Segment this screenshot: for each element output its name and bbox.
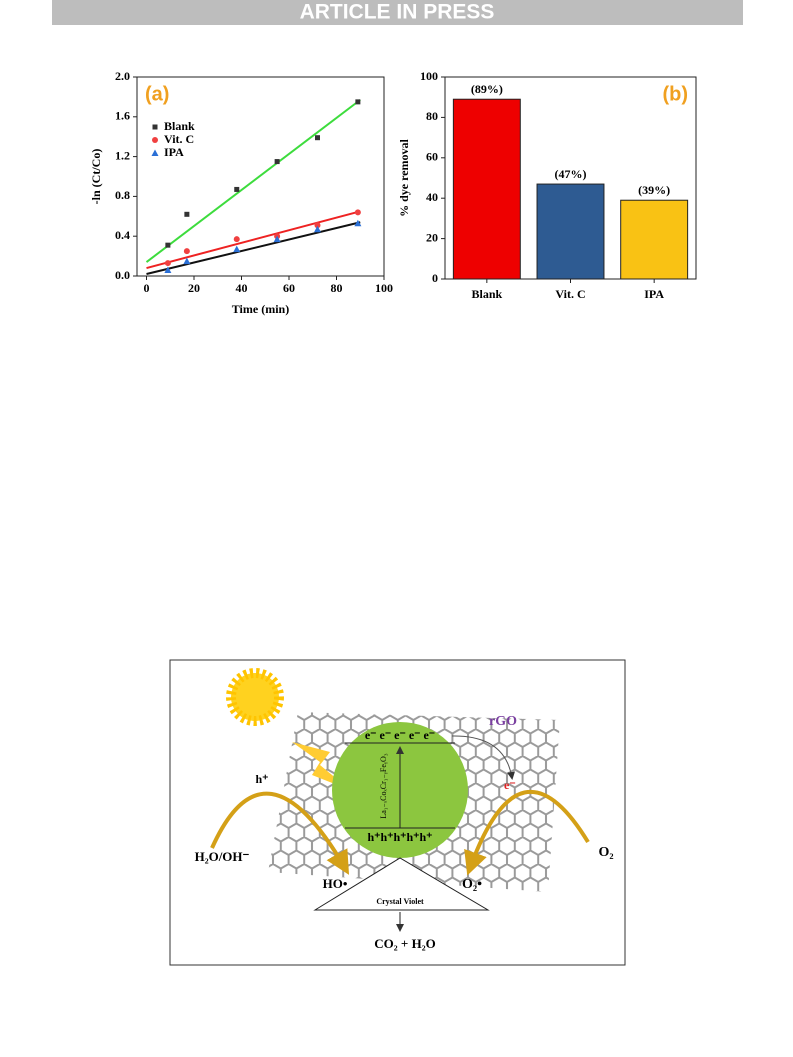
marker-circle [152, 137, 158, 143]
x-tick-label: 100 [375, 281, 393, 295]
bar [536, 183, 605, 280]
electron-out: e⁻ [504, 778, 516, 792]
electrons: e⁻ e⁻ e⁻ e⁻ e⁻ [365, 728, 435, 742]
plot-frame [136, 76, 385, 277]
x-tick-label: 80 [331, 281, 343, 295]
y-tick-label: 20 [426, 230, 438, 244]
products: CO₂ + H₂O [374, 936, 435, 951]
marker-square [152, 124, 158, 130]
marker-square [165, 242, 171, 248]
bar [452, 98, 521, 280]
marker-triangle [273, 235, 281, 243]
x-tick-label: 40 [236, 281, 248, 295]
marker-circle [233, 236, 240, 243]
panel-label: (a) [145, 83, 169, 105]
hydroxyl: HO• [323, 876, 348, 891]
y-tick-label: 60 [426, 150, 438, 164]
banner-bar [52, 0, 743, 25]
value-label: (47%) [555, 167, 587, 181]
hole-out: h⁺ [255, 772, 268, 786]
x-tick-label: IPA [644, 287, 664, 301]
panel-label: (b) [662, 83, 688, 105]
y-tick-label: 0.4 [115, 228, 130, 242]
water: H₂O/OH⁻ [195, 849, 250, 864]
dye: Crystal Violet [376, 897, 424, 906]
y-tick-label: 40 [426, 190, 438, 204]
banner: ARTICLE IN PRESS [300, 1, 495, 24]
reduction-arc [464, 789, 590, 876]
catalyst-formula: La₁₋ₓCoₓCr₁₋ᵧFeᵧO₃ [379, 753, 388, 818]
oxidation-arc [210, 791, 350, 875]
fit-line [146, 221, 361, 275]
y-tick-label: 2.0 [115, 69, 130, 83]
marker-circle [183, 248, 190, 255]
x-tick-label: Blank [471, 287, 502, 301]
marker-circle [314, 222, 321, 229]
fit-line [145, 99, 361, 263]
value-label: (89%) [471, 82, 503, 96]
oxygen: O₂ [598, 845, 613, 860]
marker-triangle [354, 219, 362, 227]
marker-circle [354, 209, 361, 216]
dye-triangle [313, 857, 490, 911]
y-axis-label: % dye removal [397, 138, 411, 216]
y-tick-label: 0 [432, 271, 438, 285]
x-axis-label: Time (min) [232, 302, 289, 316]
mechanism-diagram: e⁻ e⁻ e⁻ e⁻ e⁻ h⁺h⁺h⁺h⁺h⁺ La₁₋ₓCoₓCr₁₋ᵧF… [169, 659, 626, 966]
marker-triangle [151, 149, 159, 156]
holes: h⁺h⁺h⁺h⁺h⁺ [367, 830, 432, 844]
y-tick-label: 0.0 [115, 268, 130, 282]
legend-label: Vit. C [164, 132, 194, 146]
y-tick-label: 80 [426, 109, 438, 123]
x-tick-label: 0 [144, 281, 150, 295]
electron-transfer [451, 735, 515, 780]
marker-square [355, 99, 361, 105]
marker-triangle [164, 266, 172, 274]
x-tick-label: Vit. C [555, 287, 585, 301]
y-tick-label: 100 [420, 69, 438, 83]
bar [620, 199, 689, 280]
legend-label: IPA [164, 145, 184, 159]
y-axis-label: -ln (Ct/Co) [89, 149, 103, 205]
legend-label: Blank [164, 119, 195, 133]
x-tick-label: 20 [188, 281, 200, 295]
y-tick-label: 1.2 [115, 148, 130, 162]
marker-triangle [183, 257, 191, 265]
marker-circle [164, 260, 171, 267]
marker-square [315, 135, 320, 141]
marker-square [234, 186, 240, 192]
marker-triangle [314, 225, 321, 233]
x-tick-label: 60 [283, 281, 295, 295]
fit-line [146, 210, 361, 270]
sun [226, 668, 284, 726]
superoxide: O₂• [462, 877, 482, 892]
y-tick-label: 1.6 [115, 109, 130, 123]
y-tick-label: 0.8 [115, 188, 130, 202]
marker-triangle [233, 245, 241, 253]
value-label: (39%) [638, 183, 670, 197]
marker-square [274, 159, 280, 165]
rgo-label: rGO [489, 714, 517, 729]
marker-square [184, 211, 190, 217]
